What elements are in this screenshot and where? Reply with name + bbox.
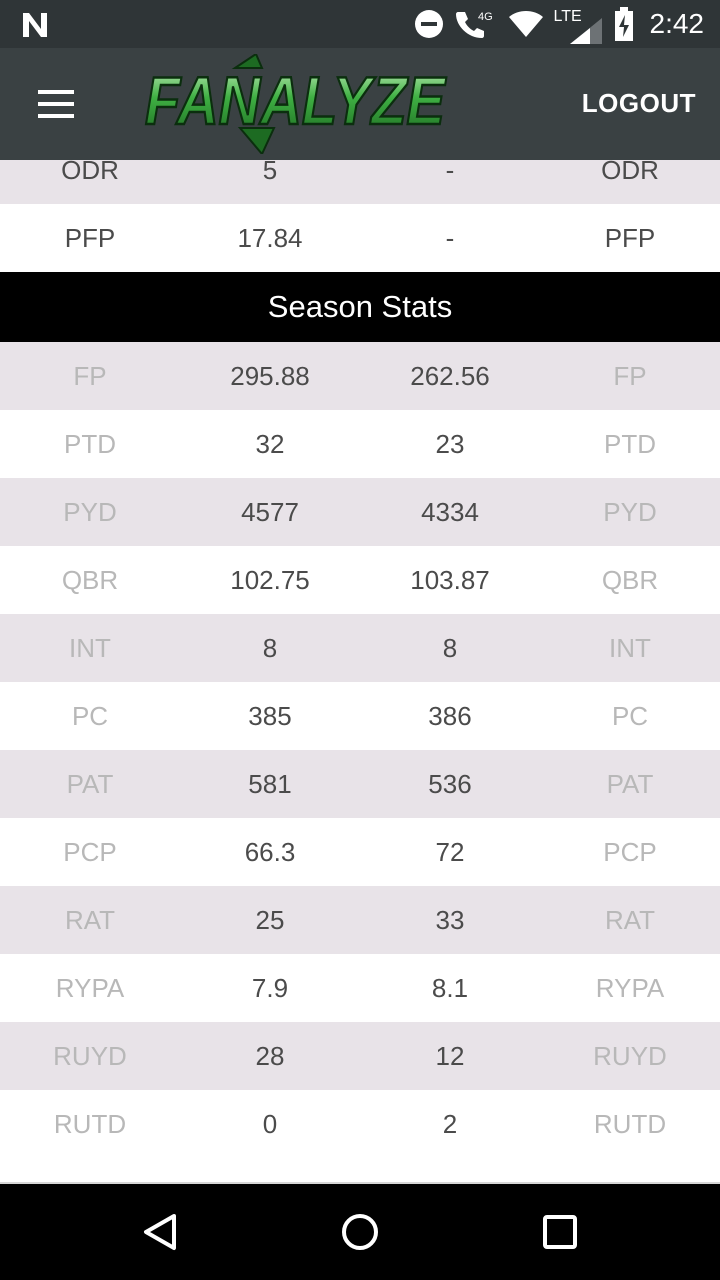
player-a-value: 4577 — [241, 496, 299, 527]
player-a-value: 32 — [255, 428, 285, 459]
stat-label-left: RUTD — [53, 1108, 127, 1139]
table-row: PAT 581 536 PAT — [0, 750, 720, 818]
table-row: RYPA 7.9 8.1 RYPA — [0, 954, 720, 1022]
navigation-bar — [0, 1184, 720, 1280]
stat-label-right: RAT — [604, 904, 656, 935]
stat-label-left: PC — [71, 700, 109, 731]
wifi-calling-icon: 4G — [455, 11, 493, 38]
stat-label-right: RYPA — [595, 972, 665, 1003]
stat-label-right: QBR — [601, 564, 659, 595]
stat-label-right: PYD — [603, 496, 657, 527]
home-icon[interactable] — [340, 1212, 380, 1252]
table-row: RUTD 0 2 RUTD — [0, 1090, 720, 1158]
player-b-value: 8.1 — [431, 972, 469, 1003]
stat-label-left: FP — [73, 360, 107, 391]
player-a-value: 102.75 — [230, 564, 310, 595]
player-a-value: 28 — [255, 1040, 285, 1071]
stat-label-right: PCP — [603, 836, 657, 867]
menu-bar-line — [38, 114, 74, 118]
stat-label-right: PAT — [606, 768, 654, 799]
player-a-value: 581 — [248, 768, 292, 799]
table-row: RAT 25 33 RAT — [0, 886, 720, 954]
stat-label-left: PCP — [63, 836, 117, 867]
stat-label-left: RYPA — [55, 972, 125, 1003]
player-b-value: 8 — [442, 632, 458, 663]
player-b-value: 4334 — [421, 496, 479, 527]
player-b-value: 262.56 — [410, 360, 490, 391]
player-b-value: 2 — [442, 1108, 458, 1139]
table-row: INT 8 8 INT — [0, 614, 720, 682]
menu-bar-line — [38, 102, 74, 106]
stat-label-right: PFP — [604, 222, 656, 253]
player-b-value: 72 — [435, 836, 465, 867]
network-type-label: 4G — [478, 11, 493, 23]
battery-charging-icon — [614, 7, 633, 41]
table-row: RUYD 28 12 RUYD — [0, 1022, 720, 1090]
player-b-value: 12 — [435, 1040, 465, 1071]
table-row: PC 385 386 PC — [0, 682, 720, 750]
stat-label-left: PAT — [66, 768, 114, 799]
player-a-value: 385 — [248, 700, 292, 731]
do-not-disturb-icon — [414, 10, 443, 38]
cell-signal: LTE — [554, 4, 604, 44]
player-a-value: 0 — [262, 1108, 278, 1139]
player-b-value: 23 — [435, 428, 465, 459]
fanalyze-logo[interactable]: FANALYZE — [140, 54, 450, 154]
player-b-value: 386 — [428, 700, 472, 731]
status-bar: 4G LTE 2:42 — [0, 0, 720, 48]
player-b-value: 536 — [428, 768, 472, 799]
stat-label-left: RAT — [64, 904, 116, 935]
player-a-value: 66.3 — [244, 836, 296, 867]
stat-label-right: INT — [609, 632, 651, 663]
stat-label-left: INT — [69, 632, 111, 663]
stat-label-left: PTD — [64, 428, 116, 459]
player-b-value: 33 — [435, 904, 465, 935]
player-b-value: 103.87 — [410, 564, 490, 595]
player-a-value: 295.88 — [230, 360, 310, 391]
stat-label-right: PC — [611, 700, 649, 731]
divider — [0, 1182, 720, 1184]
logout-button[interactable]: LOGOUT — [581, 88, 696, 118]
stat-label-left: PFP — [64, 222, 116, 253]
player-a-value: 5 — [262, 154, 278, 185]
stat-label-right: RUTD — [593, 1108, 667, 1139]
player-a-value: 25 — [255, 904, 285, 935]
back-icon[interactable] — [140, 1212, 180, 1252]
stats-comparison-list[interactable]: ODR 5 - ODR PFP 17.84 - PFP Season Stats… — [0, 136, 720, 1182]
logo-text: FANALYZE — [145, 63, 447, 139]
player-a-value: 17.84 — [237, 222, 303, 253]
stat-label-left: RUYD — [53, 1040, 127, 1071]
menu-bar-line — [38, 90, 74, 94]
lte-label: LTE — [553, 8, 582, 25]
player-a-value: 8 — [262, 632, 278, 663]
status-icons: 4G LTE 2:42 — [414, 0, 705, 48]
app-bar: FANALYZE LOGOUT — [0, 48, 720, 160]
stat-label-left: QBR — [61, 564, 119, 595]
player-b-value: - — [445, 222, 455, 253]
stat-label-left: PYD — [63, 496, 117, 527]
status-time: 2:42 — [649, 8, 705, 39]
stat-label-right: PTD — [604, 428, 656, 459]
table-row: QBR 102.75 103.87 QBR — [0, 546, 720, 614]
table-row: FP 295.88 262.56 FP — [0, 342, 720, 410]
table-row: PFP 17.84 - PFP — [0, 204, 720, 272]
wifi-icon — [508, 11, 543, 37]
section-title-season-stats: Season Stats — [0, 272, 720, 342]
player-a-value: 7.9 — [251, 972, 289, 1003]
player-b-value: - — [445, 154, 455, 185]
stat-label-right: FP — [613, 360, 647, 391]
table-row: PTD 32 23 PTD — [0, 410, 720, 478]
table-row: PCP 66.3 72 PCP — [0, 818, 720, 886]
table-row: PYD 4577 4334 PYD — [0, 478, 720, 546]
cell-signal-icon — [569, 18, 602, 44]
stat-label-right: RUYD — [593, 1040, 667, 1071]
menu-button[interactable] — [34, 86, 78, 122]
recents-icon[interactable] — [540, 1212, 580, 1252]
notification-n-icon — [23, 13, 47, 37]
